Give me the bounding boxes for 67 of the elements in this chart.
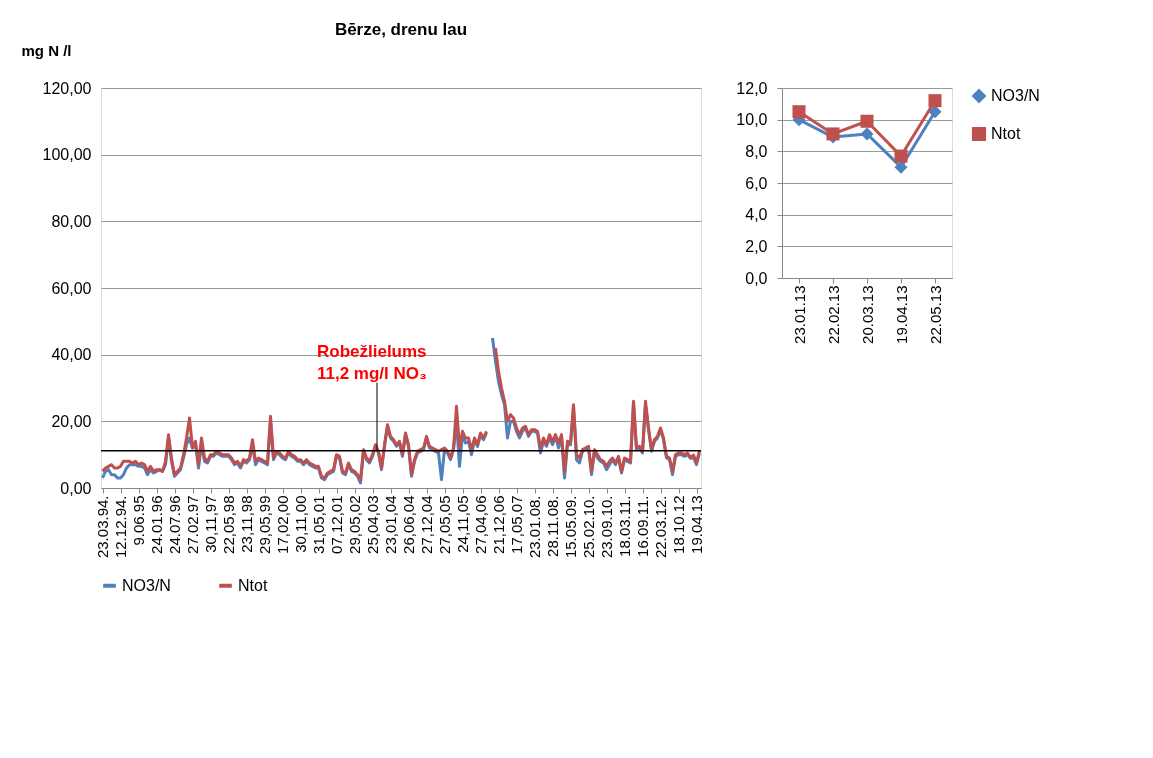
x-tick-label: 22.05.13 (926, 285, 944, 344)
x-tick-label: 23,11,98 (238, 495, 255, 553)
x-tick-label: 27,12,04 (418, 495, 435, 554)
y-tick-label: 2,0 (745, 237, 768, 255)
point (928, 105, 942, 119)
x-tick-label: 25,04,03 (364, 495, 381, 554)
x-tick-label: 18.10.12 (670, 495, 687, 554)
y-tick-label: 8,0 (745, 142, 768, 160)
y-tick-label: 4,0 (745, 206, 768, 224)
x-tick-label: 16.09.11. (634, 495, 651, 557)
point (860, 114, 874, 128)
point (792, 105, 806, 119)
x-tick-label: 17,02,00 (274, 495, 291, 554)
x-tick-label: 23.01.13 (790, 285, 808, 344)
x-tick-label: 30,11,00 (292, 495, 309, 553)
x-tick-label: 12.12.94. (112, 495, 129, 559)
x-tick-label: 9.06.95 (130, 495, 147, 546)
x-tick-label: 19.04.13 (892, 285, 910, 344)
x-tick-label: 27.02.97 (184, 495, 201, 554)
y-tick-label: 80,00 (51, 212, 92, 230)
y-tick-label: 60,00 (51, 279, 92, 297)
y-tick-label: 0,0 (745, 269, 768, 287)
point (894, 149, 908, 163)
ref-line-label: Robežlielums 11,2 mg/l NO₃ (317, 341, 427, 383)
x-tick-label: 24,11,05 (454, 495, 471, 553)
x-tick-label: 30,11,97 (202, 495, 219, 553)
y-axis-title: mg N /l (21, 41, 72, 59)
x-tick-label: 15.05.09. (562, 495, 579, 559)
legend-label: NO3/N (122, 576, 171, 594)
x-tick-label: 26,06,04 (400, 495, 417, 554)
x-tick-label: 27,04,06 (472, 495, 489, 554)
x-tick-label: 07,12,01 (328, 495, 345, 554)
y-tick-label: 40,00 (51, 346, 92, 364)
x-tick-label: 22.02.13 (824, 285, 842, 344)
x-tick-label: 22,05,98 (220, 495, 237, 554)
x-tick-label: 31,05,01 (310, 495, 327, 554)
chart-title: Bērze, drenu lau (334, 20, 468, 39)
x-tick-label: 18.03.11. (616, 495, 633, 557)
y-tick-label: 10,0 (736, 111, 768, 129)
x-tick-label: 27,05,05 (436, 495, 453, 554)
point (928, 94, 942, 108)
x-tick-label: 23.01.08. (526, 495, 543, 559)
x-tick-label: 21,12,06 (490, 495, 507, 554)
x-tick-label: 19.04.13 (688, 495, 705, 554)
x-tick-label: 29,05,02 (346, 495, 363, 554)
point (860, 127, 874, 141)
y-tick-label: 120,00 (42, 79, 92, 97)
y-tick-label: 6,0 (745, 174, 768, 192)
x-tick-label: 23.03.94. (94, 495, 111, 559)
y-tick-label: 12,0 (736, 79, 768, 97)
x-tick-label: 23,01,04 (382, 495, 399, 554)
y-tick-label: 0,00 (60, 479, 92, 497)
x-tick-label: 17,05,07 (508, 495, 525, 554)
x-tick-label: 29,05,99 (256, 495, 273, 554)
x-tick-label: 28.11.08. (544, 495, 561, 557)
y-tick-label: 100,00 (42, 146, 92, 164)
x-tick-label: 24.07.96 (166, 495, 183, 554)
x-tick-label: 20.03.13 (858, 285, 876, 344)
legend-label: NO3/N (991, 87, 1040, 104)
legend-label: Ntot (991, 125, 1021, 142)
point (894, 160, 908, 174)
x-tick-label: 23.09.10. (598, 495, 615, 559)
x-tick-label: 22.03.12. (652, 495, 669, 559)
x-tick-label: 24.01.96 (148, 495, 165, 554)
legend-label: Ntot (238, 576, 268, 594)
y-tick-label: 20,00 (51, 412, 92, 430)
x-tick-label: 25.02.10. (580, 495, 597, 559)
